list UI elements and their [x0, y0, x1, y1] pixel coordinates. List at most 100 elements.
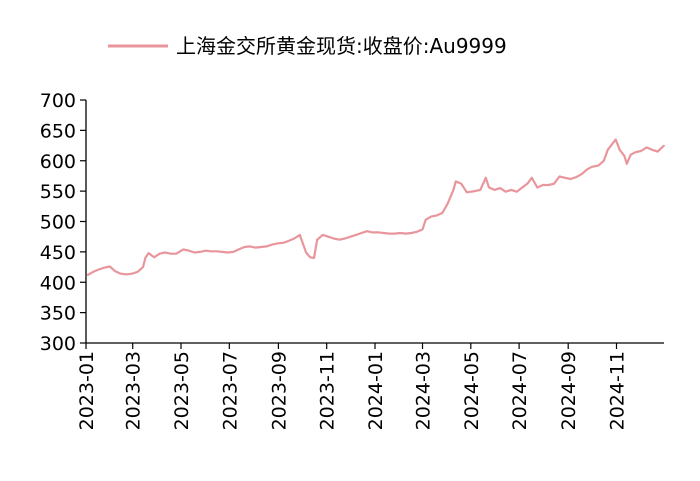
data-point [430, 215, 433, 218]
x-tick-label: 2023-09 [268, 351, 290, 430]
data-point [371, 231, 374, 234]
data-point [237, 248, 240, 251]
data-point [465, 191, 468, 194]
x-tick-label: 2023-07 [219, 351, 241, 430]
legend: 上海金交所黄金现货:收盘价:Au9999 [108, 34, 507, 58]
data-point [377, 231, 380, 234]
data-point [473, 190, 476, 193]
data-point [199, 251, 201, 253]
data-point [606, 148, 609, 151]
data-point [249, 245, 251, 248]
y-tick-label: 350 [40, 303, 76, 325]
data-point [360, 232, 363, 234]
x-tick-label: 2024-03 [413, 351, 435, 430]
data-point [452, 189, 455, 191]
data-point [114, 270, 117, 273]
data-point [510, 189, 513, 191]
data-point [569, 178, 572, 180]
data-point [92, 271, 94, 273]
data-point [488, 186, 490, 189]
data-point [575, 176, 577, 179]
x-tick-label: 2024-07 [509, 351, 531, 430]
data-point [393, 232, 396, 235]
data-point [542, 184, 544, 186]
y-axis: 300 350 400 450 500 550 600 650 700 [40, 90, 87, 355]
data-point [349, 235, 352, 238]
data-point [287, 240, 290, 242]
data-point [656, 150, 659, 153]
x-tick-label: 2023-11 [317, 351, 339, 430]
data-point [614, 138, 617, 141]
data-point [526, 182, 529, 185]
data-point [454, 180, 457, 183]
data-point [125, 273, 128, 276]
data-point [597, 164, 600, 167]
data-point [232, 251, 235, 253]
data-point [388, 232, 391, 235]
data-point [313, 257, 315, 259]
series-layer [86, 138, 665, 276]
data-point [441, 212, 444, 214]
data-point [564, 176, 566, 179]
series-points [86, 138, 665, 276]
data-point [405, 232, 407, 235]
data-point [276, 242, 279, 245]
data-point [382, 232, 385, 234]
x-tick-label: 2024-01 [365, 351, 387, 430]
data-point [86, 274, 89, 276]
data-point [479, 189, 482, 191]
data-point [309, 256, 311, 259]
x-tick-label: 2024-05 [461, 351, 483, 430]
data-point [221, 251, 224, 253]
y-tick-label: 600 [40, 151, 76, 173]
data-point [623, 155, 626, 157]
data-point [553, 182, 555, 185]
data-point [131, 272, 133, 275]
data-point [305, 251, 307, 254]
data-point [416, 230, 418, 233]
data-point [158, 252, 161, 255]
data-point [338, 238, 341, 241]
data-point [142, 266, 144, 268]
data-point [147, 252, 150, 255]
data-point [499, 187, 501, 190]
data-point [175, 252, 178, 255]
data-point [119, 272, 122, 275]
data-point [355, 234, 357, 236]
data-point [366, 230, 368, 233]
data-point [103, 266, 106, 269]
data-point [226, 251, 229, 254]
x-tick-label: 2023-05 [171, 351, 193, 430]
data-point [298, 234, 301, 236]
data-point [591, 165, 593, 168]
data-point [651, 148, 653, 151]
data-point [97, 268, 100, 271]
data-point [108, 265, 111, 268]
data-point [530, 176, 533, 179]
data-point [316, 238, 319, 241]
y-tick-label: 400 [40, 272, 76, 294]
y-tick-label: 300 [40, 333, 76, 355]
data-point [484, 176, 487, 179]
data-point [446, 202, 449, 205]
data-point [602, 159, 605, 162]
data-point [493, 189, 496, 191]
data-point [625, 162, 628, 165]
data-point [164, 251, 167, 254]
data-point [169, 252, 172, 255]
data-point [645, 146, 648, 149]
y-tick-label: 550 [40, 181, 76, 203]
data-point [282, 241, 285, 244]
data-point [254, 246, 257, 249]
data-point [521, 186, 524, 189]
data-point [321, 234, 324, 236]
y-tick-label: 700 [40, 90, 76, 112]
data-point [293, 237, 296, 240]
y-tick-label: 450 [40, 242, 76, 264]
x-tick-label: 2024-11 [606, 351, 628, 430]
data-point [421, 228, 424, 231]
data-point [260, 246, 262, 248]
data-point [144, 257, 147, 259]
y-tick-label: 500 [40, 212, 76, 234]
